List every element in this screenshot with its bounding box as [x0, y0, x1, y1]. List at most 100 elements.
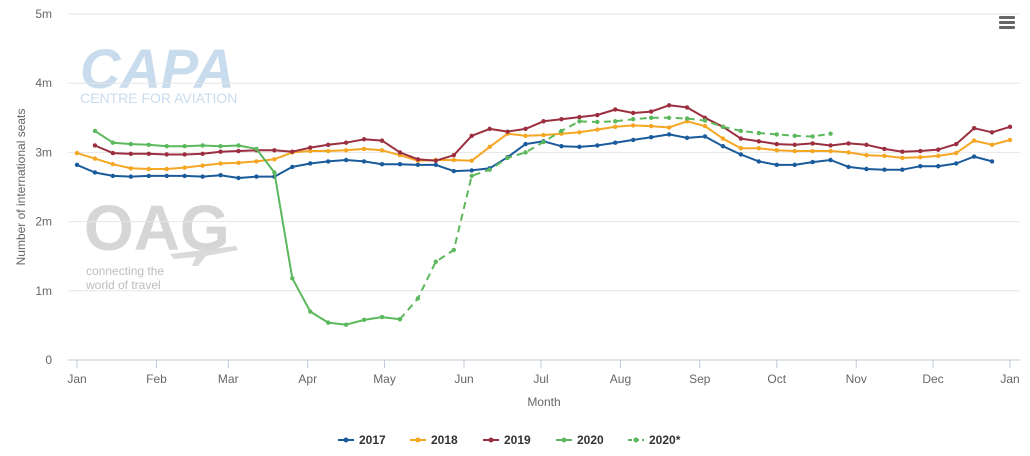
data-point[interactable]: [272, 157, 277, 162]
data-point[interactable]: [433, 259, 439, 264]
data-point[interactable]: [451, 247, 456, 253]
data-point[interactable]: [577, 144, 582, 150]
data-point[interactable]: [146, 151, 151, 156]
data-point[interactable]: [864, 142, 869, 147]
data-point[interactable]: [684, 135, 690, 141]
data-point[interactable]: [971, 138, 977, 143]
data-point[interactable]: [343, 322, 349, 327]
data-point[interactable]: [882, 167, 887, 172]
data-point[interactable]: [953, 161, 959, 166]
data-point[interactable]: [343, 140, 349, 145]
data-point[interactable]: [164, 152, 169, 157]
data-point[interactable]: [218, 173, 223, 178]
data-point[interactable]: [236, 148, 241, 154]
data-point[interactable]: [648, 134, 654, 140]
data-point[interactable]: [828, 157, 833, 163]
data-point[interactable]: [648, 115, 654, 121]
data-point[interactable]: [308, 161, 313, 166]
data-point[interactable]: [918, 164, 923, 169]
data-point[interactable]: [308, 309, 313, 314]
data-point[interactable]: [487, 167, 492, 172]
data-point[interactable]: [613, 140, 618, 145]
data-point[interactable]: [92, 143, 98, 148]
data-point[interactable]: [523, 133, 528, 138]
data-point[interactable]: [325, 148, 331, 154]
data-point[interactable]: [953, 141, 959, 147]
data-point[interactable]: [361, 146, 367, 152]
data-point[interactable]: [864, 166, 869, 172]
data-point[interactable]: [415, 296, 421, 301]
data-point[interactable]: [989, 142, 995, 147]
data-point[interactable]: [774, 148, 779, 153]
data-point[interactable]: [451, 168, 456, 174]
data-point[interactable]: [272, 170, 277, 175]
data-point[interactable]: [613, 119, 618, 124]
data-point[interactable]: [236, 143, 241, 148]
data-point[interactable]: [523, 150, 528, 155]
data-point[interactable]: [971, 154, 977, 159]
data-point[interactable]: [415, 162, 421, 168]
data-point[interactable]: [128, 141, 134, 147]
data-point[interactable]: [433, 158, 439, 163]
data-point[interactable]: [774, 162, 779, 168]
data-point[interactable]: [559, 116, 564, 122]
data-point[interactable]: [541, 132, 546, 138]
data-point[interactable]: [577, 114, 582, 120]
data-point[interactable]: [433, 162, 439, 168]
data-point[interactable]: [487, 126, 492, 132]
data-point[interactable]: [308, 145, 313, 150]
data-point[interactable]: [792, 162, 797, 168]
data-point[interactable]: [415, 157, 421, 162]
data-point[interactable]: [128, 151, 134, 156]
data-point[interactable]: [631, 123, 636, 128]
hamburger-menu-icon[interactable]: [996, 14, 1018, 34]
data-point[interactable]: [559, 143, 564, 149]
data-point[interactable]: [559, 128, 564, 134]
data-point[interactable]: [900, 149, 905, 154]
data-point[interactable]: [828, 131, 833, 136]
data-point[interactable]: [1007, 137, 1013, 143]
data-point[interactable]: [631, 110, 636, 116]
data-point[interactable]: [379, 138, 385, 143]
data-point[interactable]: [613, 107, 618, 112]
data-point[interactable]: [290, 164, 295, 170]
data-point[interactable]: [595, 143, 600, 148]
data-point[interactable]: [92, 156, 98, 161]
data-point[interactable]: [631, 116, 636, 122]
data-point[interactable]: [164, 166, 169, 172]
data-point[interactable]: [595, 119, 600, 125]
data-point[interactable]: [846, 141, 851, 146]
data-point[interactable]: [505, 155, 510, 161]
data-point[interactable]: [128, 166, 134, 171]
data-point[interactable]: [989, 159, 995, 164]
data-point[interactable]: [882, 146, 887, 152]
legend-item[interactable]: 2020*: [628, 433, 681, 447]
data-point[interactable]: [379, 314, 385, 320]
data-point[interactable]: [308, 148, 313, 154]
data-point[interactable]: [720, 136, 726, 141]
data-point[interactable]: [936, 153, 941, 159]
data-point[interactable]: [74, 162, 80, 168]
data-point[interactable]: [272, 148, 277, 153]
data-point[interactable]: [846, 150, 851, 155]
data-point[interactable]: [720, 143, 726, 149]
data-point[interactable]: [595, 127, 600, 132]
data-point[interactable]: [595, 112, 600, 118]
data-point[interactable]: [469, 133, 474, 138]
data-point[interactable]: [469, 158, 474, 163]
data-point[interactable]: [218, 149, 223, 154]
data-point[interactable]: [631, 137, 636, 143]
data-point[interactable]: [343, 157, 349, 163]
data-point[interactable]: [702, 118, 708, 123]
data-point[interactable]: [505, 129, 510, 134]
data-point[interactable]: [828, 143, 833, 148]
data-point[interactable]: [523, 141, 528, 147]
data-point[interactable]: [182, 152, 187, 157]
data-point[interactable]: [290, 149, 295, 154]
data-point[interactable]: [164, 143, 169, 149]
data-point[interactable]: [864, 152, 869, 158]
legend-item[interactable]: 2019: [483, 433, 531, 447]
data-point[interactable]: [810, 134, 815, 139]
data-point[interactable]: [379, 161, 385, 167]
data-point[interactable]: [720, 124, 726, 129]
